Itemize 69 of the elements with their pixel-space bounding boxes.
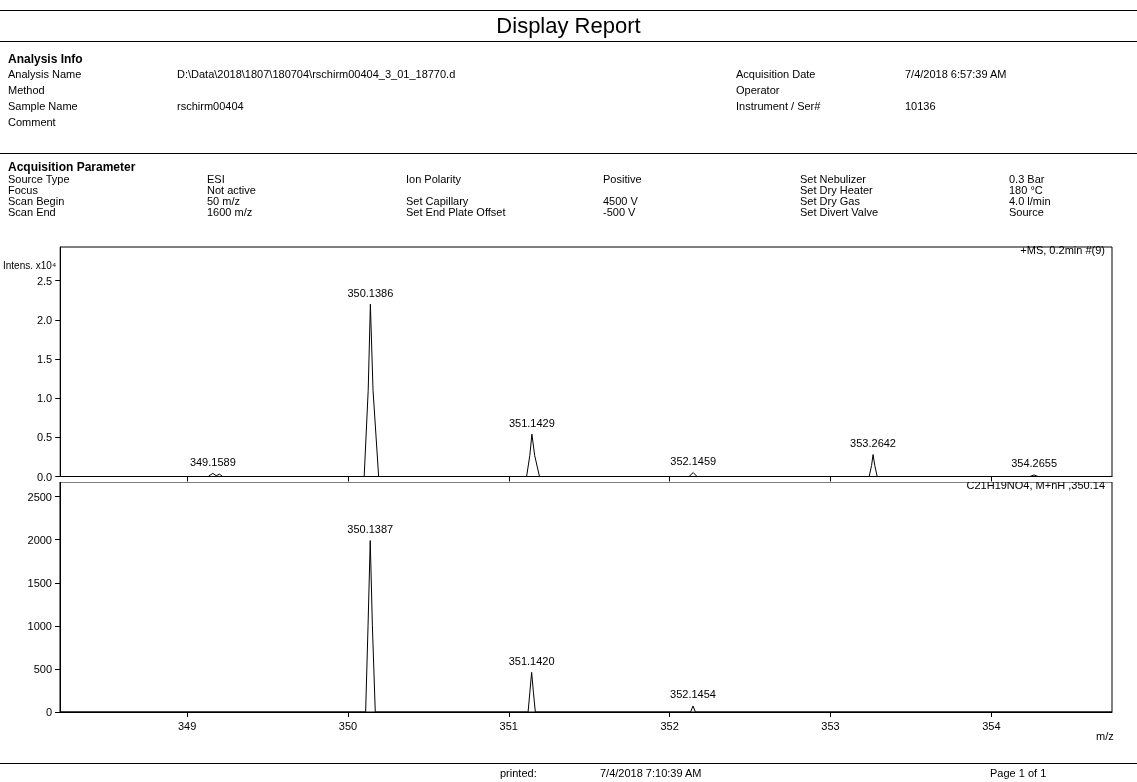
y-tick-label: 1000: [27, 619, 52, 632]
text: 7/4/2018 6:57:39 AM: [905, 68, 1008, 80]
text: Display Report: [0, 11, 1137, 42]
x-axis-title: m/z: [1096, 729, 1114, 742]
text: printed:: [500, 767, 537, 779]
text: 7/4/2018 7:10:39 AM: [600, 767, 702, 779]
text: Acquisition Date: [736, 68, 817, 80]
y-tick-label: 2.0: [36, 313, 53, 326]
text: Positive: [603, 173, 643, 185]
x-tick-label: 353: [821, 719, 840, 732]
text: Set Dry Heater: [800, 184, 874, 196]
text: Set Nebulizer: [800, 173, 868, 185]
text: 4500 V: [603, 195, 639, 207]
text: Operator: [736, 84, 781, 96]
y-tick-label: 1.5: [36, 353, 53, 366]
y-tick-label: 0: [45, 706, 52, 718]
y-tick-label: 2.5: [36, 274, 53, 287]
y-tick-label: 2500: [27, 490, 52, 503]
annotation: 350.1387: [347, 523, 394, 536]
text: Set End Plate Offset: [406, 206, 507, 218]
annotation: 352.1459: [670, 455, 717, 468]
text: 180 °C: [1009, 184, 1044, 196]
source-note: Source Type: [8, 173, 70, 185]
x-tick-label: 349: [177, 719, 197, 732]
text: 50 m/z: [207, 195, 241, 207]
text: Instrument / Ser#: [736, 100, 822, 112]
text: rschirm00404: [177, 100, 245, 112]
text: Analysis Info: [8, 52, 84, 66]
text: Focus: [8, 184, 39, 196]
annotation: 350.1386: [347, 286, 394, 299]
text: Scan End: [8, 206, 56, 218]
text: Set Capillary: [406, 195, 469, 207]
text: -500 V: [603, 206, 637, 218]
text: 1600 m/z: [207, 206, 254, 218]
y-tick-label: 1500: [27, 576, 52, 589]
text: Not active: [207, 184, 257, 196]
text: Scan Begin: [8, 195, 66, 207]
text: Method: [8, 84, 46, 96]
annotation: 351.1420: [508, 654, 555, 667]
chart-subtitle: +MS, 0.2min #(9): [1020, 243, 1105, 256]
text: Ion Polarity: [406, 173, 463, 185]
x-tick-label: 352: [660, 719, 679, 732]
text: 10136: [905, 100, 937, 112]
text: Set Dry Gas: [800, 195, 860, 207]
text: Source: [1009, 206, 1045, 218]
y-tick-label: 500: [33, 662, 52, 675]
annotation: 352.1454: [670, 688, 716, 701]
text: Page 1 of 1: [990, 767, 1047, 779]
y-tick-label: 0.5: [36, 431, 53, 444]
text: 4.0 l/min: [1009, 195, 1052, 207]
y-tick-label: 1.0: [36, 392, 53, 405]
y-axis-title: Intens. x10⁴: [3, 260, 57, 271]
x-tick-label: 351: [499, 719, 518, 732]
text: Sample Name: [8, 100, 79, 112]
annotation: 353.2642: [850, 437, 896, 450]
x-tick-label: 350: [338, 719, 358, 732]
text: Acquisition Parameter: [8, 160, 137, 174]
y-tick-label: 0.0: [36, 470, 53, 483]
x-tick-label: 354: [982, 719, 1001, 732]
text: D:\Data\2018\1807\180704\rschirm00404_3_01_18770.d: [177, 68, 457, 80]
annotation: 351.1429: [508, 416, 555, 429]
y-tick-label: 2000: [27, 533, 52, 546]
annotation: 349.1589: [189, 455, 236, 468]
text: 0.3 Bar: [1009, 173, 1046, 185]
text: Set Divert Valve: [800, 206, 880, 218]
text: ESI: [207, 173, 226, 185]
text: Analysis Name: [8, 68, 83, 80]
annotation: 354.2655: [1011, 457, 1058, 470]
text: Comment: [8, 116, 57, 128]
